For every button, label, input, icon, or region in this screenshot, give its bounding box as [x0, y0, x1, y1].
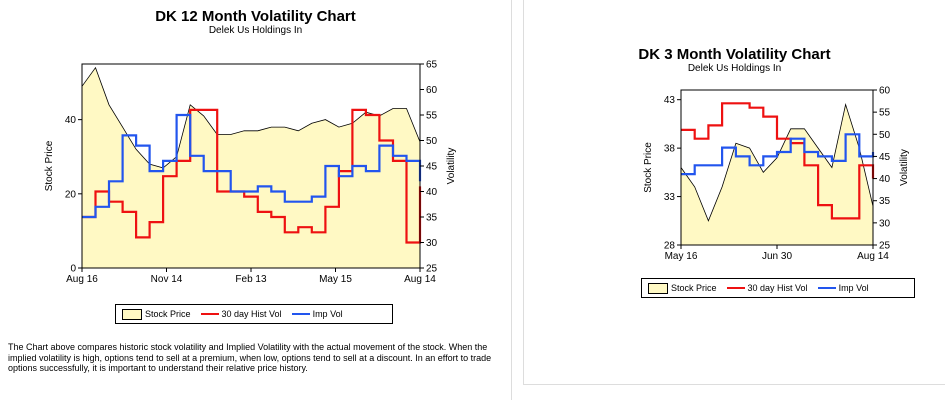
x-tick-label: Aug 14 [857, 251, 889, 262]
legend-swatch-hist-vol [726, 287, 745, 289]
y2-tick-label: 55 [879, 108, 891, 119]
chart-panel-12-month: DK 12 Month Volatility Chart Delek Us Ho… [8, 0, 512, 400]
y2-axis-label: Volatility [446, 148, 457, 185]
y2-tick-label: 45 [879, 152, 891, 163]
legend-item-imp-vol: Imp Vol [291, 309, 343, 319]
legend-swatch-imp-vol [817, 287, 836, 289]
chart-title: DK 3 Month Volatility Chart [638, 46, 831, 63]
y-tick-label: 43 [664, 95, 676, 106]
series-imp-vol-line [82, 113, 422, 219]
chart-subtitle: Delek Us Holdings In [687, 63, 782, 74]
series-hist-vol-line [82, 108, 422, 244]
legend-label: Imp Vol [838, 283, 869, 293]
y2-axis-label: Volatility [899, 149, 910, 186]
y2-tick-label: 65 [426, 60, 438, 71]
y2-tick-label: 60 [879, 86, 891, 97]
legend-swatch-hist-vol [200, 313, 219, 315]
x-tick-label: Nov 14 [151, 274, 183, 285]
y-tick-label: 40 [65, 115, 77, 126]
legend-item-hist-vol: 30 day Hist Vol [726, 283, 808, 293]
legend-item-hist-vol: 30 day Hist Vol [200, 309, 282, 319]
y2-tick-label: 50 [426, 136, 438, 147]
legend-swatch-stock-price [648, 282, 668, 294]
legend-item-imp-vol: Imp Vol [817, 283, 869, 293]
legend-label: Imp Vol [312, 309, 343, 319]
series-hist-vol-line [681, 102, 875, 220]
x-tick-label: May 16 [665, 251, 698, 262]
x-tick-label: Aug 14 [404, 274, 436, 285]
x-tick-label: May 15 [319, 274, 352, 285]
y2-tick-label: 60 [426, 85, 438, 96]
y2-tick-label: 40 [426, 187, 438, 198]
x-tick-label: Feb 13 [235, 274, 267, 285]
y2-tick-label: 40 [879, 174, 891, 185]
y2-tick-label: 55 [426, 111, 438, 122]
chart-explanation-note: The Chart above compares historic stock … [8, 342, 492, 373]
y-axis-label: Stock Price [643, 142, 654, 193]
series-stock-price-line [680, 102, 874, 222]
y-tick-label: 0 [70, 264, 76, 275]
chart-12-month-plot: Aug 16 Nov 14 Feb 13 May 15 Aug 14 0 20 40 25 30 3… [44, 60, 457, 286]
x-tick-label: Jun 30 [762, 251, 792, 262]
legend-item-stock-price: Stock Price [648, 282, 717, 294]
y-tick-label: 28 [664, 241, 676, 252]
series-stock-price-area [82, 67, 420, 268]
y2-tick-label: 35 [879, 196, 891, 207]
y2-tick-label: 30 [879, 218, 891, 229]
series-stock-price-line [81, 66, 421, 169]
y-tick-label: 38 [664, 144, 676, 155]
y-tick-label: 20 [65, 189, 77, 200]
chart-legend: Stock Price 30 day Hist Vol Imp Vol [115, 304, 393, 324]
y2-tick-label: 25 [879, 241, 891, 252]
legend-swatch-stock-price [122, 308, 142, 320]
x-tick-label: Aug 16 [66, 274, 98, 285]
series-imp-vol-line [681, 133, 875, 176]
legend-label: Stock Price [145, 309, 191, 319]
legend-swatch-imp-vol [291, 313, 310, 315]
y-axis-label: Stock Price [44, 140, 55, 191]
legend-label: 30 day Hist Vol [747, 283, 808, 293]
chart-3-month-plot: May 16 Jun 30 Aug 14 28 33 38 43 25 30 35 40 45 50 55… [643, 86, 910, 263]
y2-tick-label: 50 [879, 130, 891, 141]
chart-panel-3-month: DK 3 Month Volatility Chart Delek Us Hol… [523, 0, 945, 385]
y2-tick-label: 35 [426, 213, 438, 224]
chart-subtitle: Delek Us Holdings In [208, 25, 303, 36]
chart-legend: Stock Price 30 day Hist Vol Imp Vol [641, 278, 915, 298]
legend-label: 30 day Hist Vol [221, 309, 282, 319]
y2-tick-label: 25 [426, 264, 438, 275]
y2-tick-label: 45 [426, 162, 438, 173]
y-tick-label: 33 [664, 192, 676, 203]
legend-label: Stock Price [671, 283, 717, 293]
legend-item-stock-price: Stock Price [122, 308, 191, 320]
y2-tick-label: 30 [426, 238, 438, 249]
chart-title: DK 12 Month Volatility Chart [155, 8, 356, 25]
series-stock-price-area [681, 104, 873, 245]
